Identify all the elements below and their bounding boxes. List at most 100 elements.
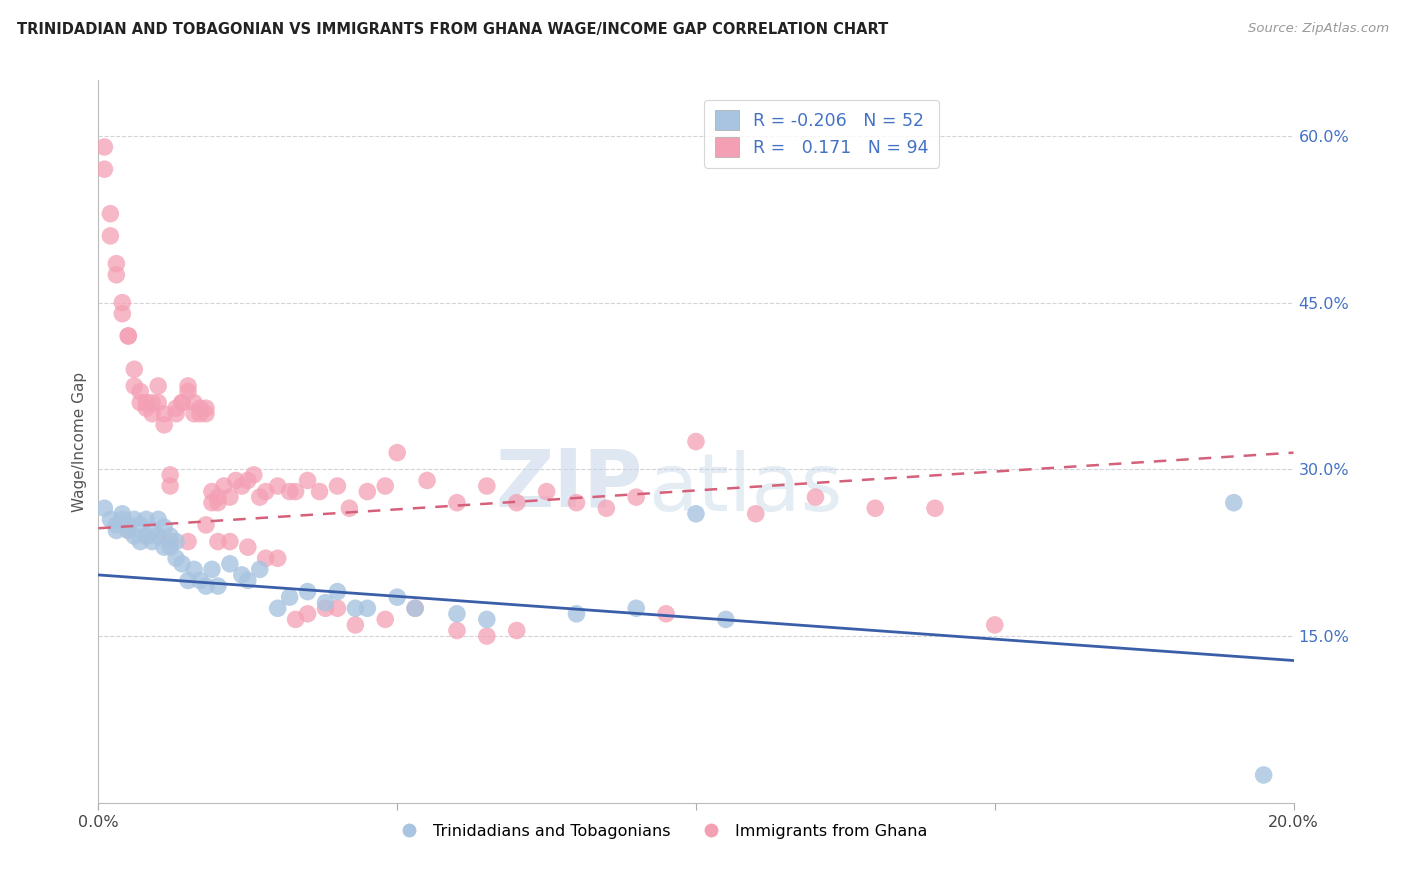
Point xyxy=(135,529,157,543)
Point xyxy=(315,596,337,610)
Point xyxy=(446,624,468,638)
Point xyxy=(177,574,200,588)
Point xyxy=(655,607,678,621)
Point xyxy=(188,407,211,421)
Point xyxy=(177,534,200,549)
Point xyxy=(315,601,337,615)
Point xyxy=(219,557,242,571)
Point xyxy=(231,568,253,582)
Point xyxy=(93,501,115,516)
Point xyxy=(165,401,187,416)
Point xyxy=(159,479,181,493)
Point xyxy=(249,490,271,504)
Point xyxy=(374,612,396,626)
Point xyxy=(177,379,200,393)
Point xyxy=(201,484,224,499)
Point xyxy=(685,434,707,449)
Point xyxy=(201,496,224,510)
Point xyxy=(124,362,146,376)
Text: ZIP: ZIP xyxy=(495,446,643,524)
Point xyxy=(135,401,157,416)
Point xyxy=(297,474,319,488)
Point xyxy=(195,401,218,416)
Point xyxy=(536,484,558,499)
Point xyxy=(183,395,205,409)
Point xyxy=(924,501,946,516)
Point xyxy=(374,479,396,493)
Point xyxy=(117,517,139,532)
Point xyxy=(284,484,307,499)
Point xyxy=(141,407,163,421)
Point xyxy=(165,534,187,549)
Point xyxy=(475,479,498,493)
Point xyxy=(165,551,187,566)
Point xyxy=(565,607,588,621)
Text: atlas: atlas xyxy=(648,450,842,527)
Point xyxy=(404,601,426,615)
Point xyxy=(267,601,290,615)
Point xyxy=(153,417,176,432)
Point xyxy=(129,517,152,532)
Point xyxy=(243,467,266,482)
Point xyxy=(172,395,194,409)
Point xyxy=(195,579,218,593)
Point xyxy=(188,401,211,416)
Point xyxy=(865,501,887,516)
Point xyxy=(105,268,128,282)
Point xyxy=(212,479,235,493)
Point xyxy=(141,395,163,409)
Point xyxy=(804,490,827,504)
Point xyxy=(117,329,139,343)
Point xyxy=(284,612,307,626)
Point xyxy=(326,584,349,599)
Point xyxy=(626,601,648,615)
Point xyxy=(159,467,181,482)
Point xyxy=(254,484,277,499)
Point xyxy=(326,601,349,615)
Point xyxy=(308,484,330,499)
Point xyxy=(135,529,157,543)
Point xyxy=(111,512,134,526)
Point xyxy=(446,496,468,510)
Point xyxy=(141,524,163,538)
Point xyxy=(153,540,176,554)
Point xyxy=(141,534,163,549)
Point xyxy=(626,490,648,504)
Point xyxy=(416,474,439,488)
Point xyxy=(219,490,242,504)
Point xyxy=(278,484,301,499)
Point xyxy=(207,490,229,504)
Text: Source: ZipAtlas.com: Source: ZipAtlas.com xyxy=(1249,22,1389,36)
Point xyxy=(565,496,588,510)
Point xyxy=(1223,496,1246,510)
Point xyxy=(183,407,205,421)
Point xyxy=(159,529,181,543)
Point xyxy=(475,612,498,626)
Point xyxy=(446,607,468,621)
Point xyxy=(148,395,170,409)
Point xyxy=(984,618,1007,632)
Point xyxy=(249,562,271,576)
Point xyxy=(124,512,146,526)
Point xyxy=(129,384,152,399)
Point xyxy=(506,496,529,510)
Point xyxy=(117,329,139,343)
Point xyxy=(93,140,115,154)
Point xyxy=(135,395,157,409)
Point xyxy=(339,501,361,516)
Point xyxy=(344,618,367,632)
Point xyxy=(267,479,290,493)
Point xyxy=(148,512,170,526)
Y-axis label: Wage/Income Gap: Wage/Income Gap xyxy=(72,371,87,512)
Point xyxy=(111,307,134,321)
Point xyxy=(344,601,367,615)
Point xyxy=(219,534,242,549)
Point xyxy=(111,507,134,521)
Point xyxy=(98,512,122,526)
Point xyxy=(165,407,187,421)
Point xyxy=(1253,768,1275,782)
Point xyxy=(475,629,498,643)
Point xyxy=(685,507,707,521)
Point xyxy=(195,407,218,421)
Point xyxy=(356,484,378,499)
